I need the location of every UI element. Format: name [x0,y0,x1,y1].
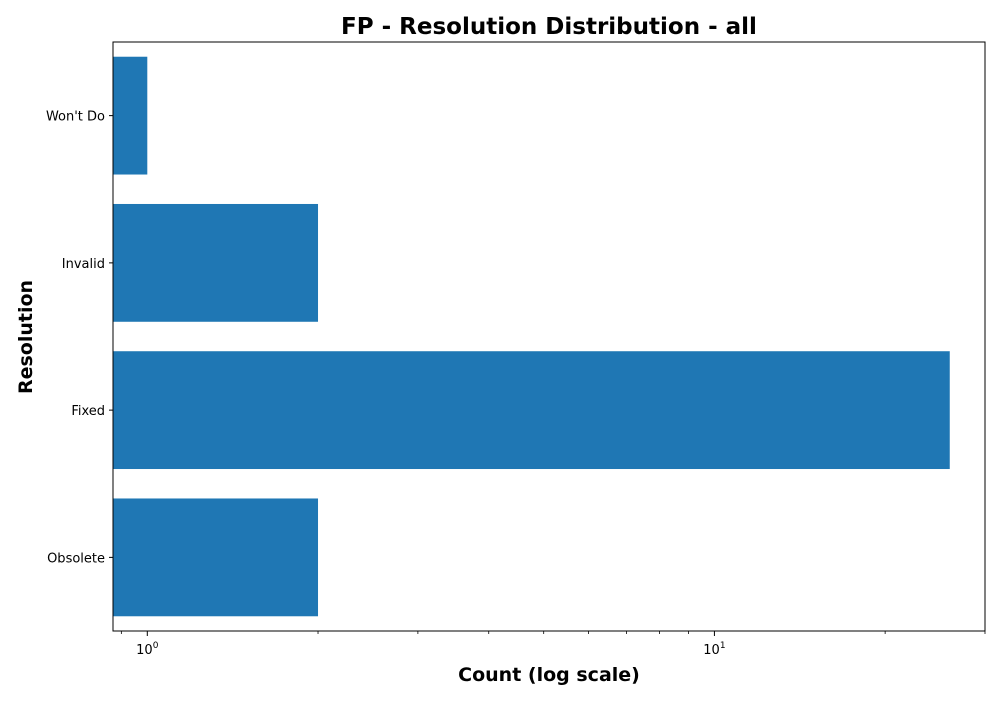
bar [113,56,148,175]
y-axis-label: Resolution [15,280,37,394]
y-tick-label: Won't Do [46,110,105,125]
bars-group [113,56,950,617]
x-tick-label: 100 [136,641,159,658]
y-tick-label: Invalid [62,257,105,272]
chart-title: FP - Resolution Distribution - all [341,14,757,40]
x-axis-label: Count (log scale) [458,664,640,686]
y-axis-ticks: Obsolete Fixed Invalid Won't Do [46,110,113,566]
bar [113,203,319,322]
bar [113,351,950,470]
bar [113,498,319,617]
plot-frame [112,41,986,632]
x-tick-label: 101 [703,641,725,658]
x-axis-ticks: 100 101 [120,631,986,658]
y-tick-label: Obsolete [47,551,105,566]
y-tick-label: Fixed [71,404,105,419]
